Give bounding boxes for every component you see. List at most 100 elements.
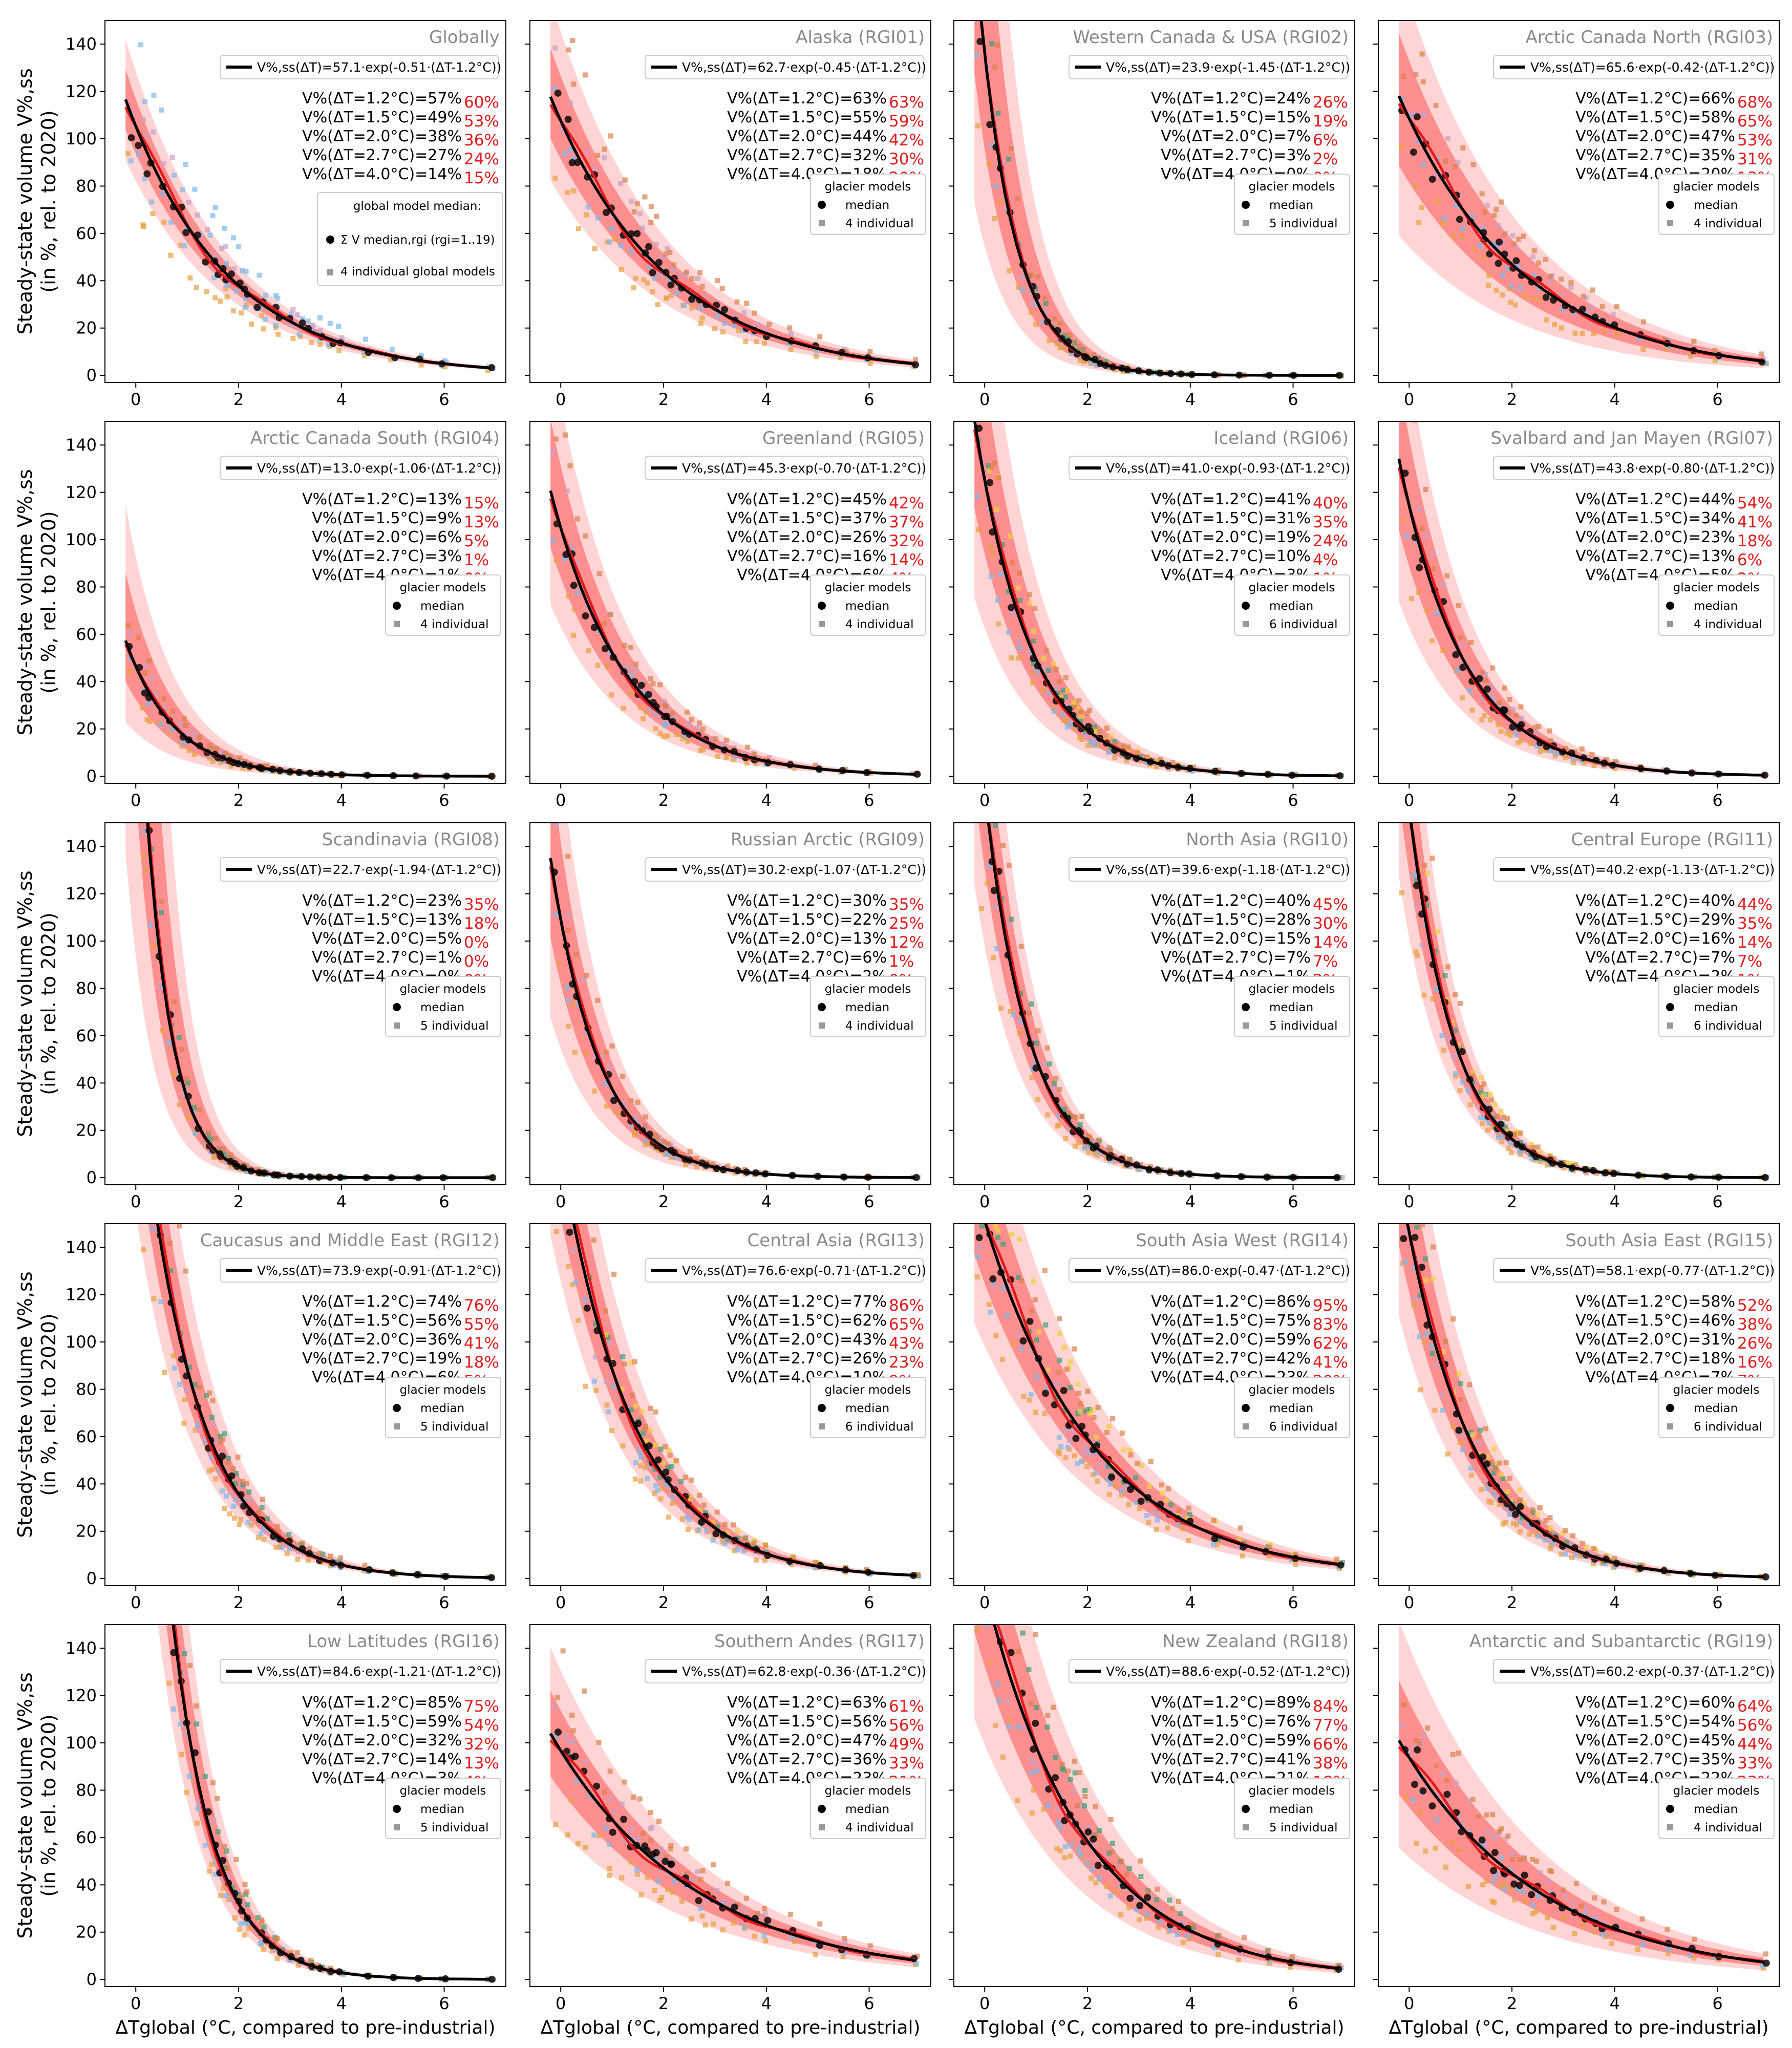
individual-model-point (1503, 1520, 1508, 1525)
individual-model-point (1482, 1840, 1487, 1846)
individual-model-point (991, 1606, 996, 1611)
individual-model-point (1083, 733, 1089, 738)
legend-median-marker (1242, 1404, 1250, 1412)
median-point (1516, 1882, 1523, 1889)
individual-model-point (571, 81, 577, 87)
stat-line: V%(ΔT=2.0°C)=16% (1575, 930, 1735, 948)
exponential-fit-curve (973, 421, 1339, 777)
individual-model-point (1414, 1296, 1419, 1301)
individual-model-point (1055, 691, 1060, 696)
median-point (609, 1828, 616, 1836)
individual-model-point (754, 321, 760, 327)
exponential-fit-curve (572, 1224, 916, 1577)
equation-text: V%,ss(ΔT)=23.9·exp(-1.45·(ΔT-1.2°C)) (1106, 60, 1350, 75)
individual-model-point (224, 261, 229, 266)
legend-title: glacier models (1249, 581, 1335, 594)
individual-model-point (638, 1478, 644, 1484)
individual-model-point (670, 1494, 675, 1500)
plot-area (973, 421, 1344, 780)
individual-model-point (641, 277, 647, 283)
individual-model-point (159, 899, 164, 904)
x-tick-label: 4 (761, 390, 772, 409)
y-tick-label: 120 (66, 1285, 97, 1305)
legend-median-label: median (845, 199, 889, 212)
y-tick-label: 20 (76, 1923, 97, 1942)
individual-model-point (1043, 666, 1049, 671)
individual-model-point (246, 1926, 251, 1931)
legend-box (385, 1377, 501, 1438)
median-point (1336, 372, 1343, 379)
individual-model-point (652, 1467, 658, 1473)
stat-red-value: 45% (1313, 895, 1348, 914)
individual-model-point (1422, 533, 1428, 539)
individual-model-point (157, 1564, 162, 1569)
individual-model-point (1453, 992, 1458, 997)
individual-model-point (1010, 560, 1015, 565)
individual-model-point (1009, 916, 1014, 922)
individual-model-point (1134, 1907, 1140, 1912)
stat-red-value: 0% (464, 933, 489, 952)
individual-model-point (1056, 1122, 1061, 1128)
exponential-fit-curve (979, 20, 1339, 377)
x-tick-label: 6 (1288, 1994, 1298, 2013)
individual-model-point (160, 1027, 165, 1033)
individual-model-point (223, 244, 228, 249)
individual-model-point (1047, 338, 1052, 343)
individual-model-point (212, 205, 218, 210)
individual-model-point (990, 142, 995, 148)
individual-model-point (151, 943, 157, 949)
individual-model-point (1490, 1812, 1496, 1818)
individual-model-point (1057, 1357, 1062, 1363)
median-point (1510, 1880, 1518, 1888)
legend-title: global model median: (353, 200, 481, 213)
individual-model-point (867, 349, 873, 354)
individual-model-point (1113, 1889, 1119, 1894)
legend-median-label: median (845, 1001, 889, 1014)
x-tick-label: 6 (1712, 390, 1722, 409)
individual-model-point (1137, 1917, 1142, 1923)
y-axis-label: Steady-state volume V%,ss (14, 870, 36, 1137)
median-point (1052, 1774, 1059, 1781)
individual-model-point (257, 272, 262, 278)
stat-red-value: 38% (1737, 1315, 1773, 1334)
individual-model-point (1031, 638, 1036, 644)
individual-model-point (1105, 1463, 1111, 1469)
individual-model-point (1068, 1842, 1074, 1848)
equation-text: V%,ss(ΔT)=22.7·exp(-1.94·(ΔT-1.2°C)) (257, 862, 501, 877)
individual-model-point (172, 173, 177, 178)
median-point (1762, 1959, 1770, 1967)
individual-model-point (213, 1136, 219, 1142)
individual-model-point (1518, 1148, 1523, 1154)
individual-model-point (1060, 688, 1066, 693)
x-tick-label: 2 (1082, 1192, 1093, 1211)
median-point (1411, 1781, 1418, 1788)
stat-red-value: 32% (889, 532, 924, 550)
individual-model-point (223, 286, 229, 292)
individual-model-point (1477, 1427, 1483, 1433)
individual-model-point (389, 347, 395, 352)
individual-model-point (1494, 287, 1499, 293)
x-tick-label: 6 (439, 390, 449, 409)
equation-legend-box (1069, 55, 1348, 79)
individual-model-point (128, 1092, 133, 1097)
individual-model-point (1081, 1409, 1086, 1414)
individual-model-point (986, 505, 992, 511)
individual-model-point (648, 1428, 653, 1434)
plot-area (549, 421, 921, 778)
individual-model-point (715, 278, 720, 284)
individual-model-point (628, 645, 633, 650)
median-point (1428, 1802, 1436, 1810)
individual-model-point (1052, 1086, 1058, 1092)
individual-model-point (1058, 1444, 1064, 1449)
individual-model-point (987, 161, 992, 167)
individual-model-point (1236, 1957, 1242, 1962)
individual-model-point (764, 756, 770, 762)
individual-model-point (713, 736, 718, 742)
individual-model-point (178, 242, 183, 248)
individual-model-point (1507, 1476, 1512, 1481)
individual-model-point (192, 1105, 197, 1111)
individual-model-point (1086, 1448, 1092, 1454)
individual-model-point (1000, 1150, 1006, 1155)
individual-model-point (224, 1494, 229, 1499)
individual-model-point (685, 738, 691, 744)
